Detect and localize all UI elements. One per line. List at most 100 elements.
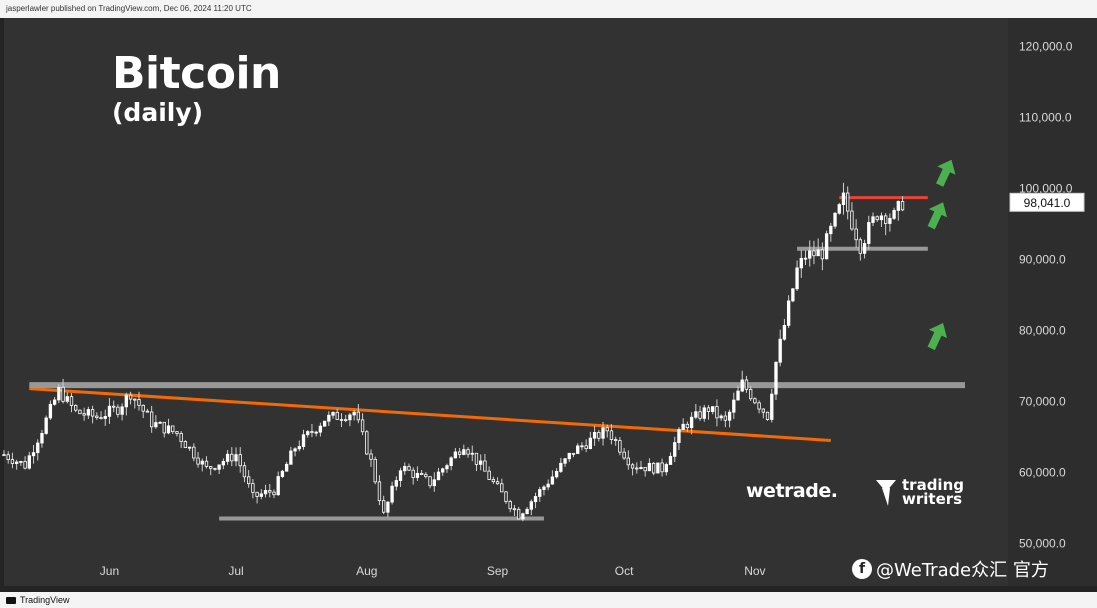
tradingview-logo-icon [6,596,16,604]
y-tick-label: 110,000.0 [1019,110,1072,124]
candle-up [445,465,449,470]
candle-down [875,216,879,221]
annotation-arrows [927,159,956,351]
candle-down [900,201,905,211]
x-tick-label: Oct [615,564,634,578]
candle-up [542,486,546,490]
candle-down [192,446,196,459]
candle-down [242,465,247,478]
y-tick-label: 120,000.0 [1019,39,1073,53]
candle-up [647,462,652,472]
candle-down [820,249,825,260]
candle-down [183,441,188,449]
candle-down [749,388,753,400]
candle-down [765,411,770,420]
y-axis: 120,000.0 110,000.0 100,000.0 90,000.0 80,00… [1019,39,1073,550]
candle-down [344,419,348,421]
candle-down [112,405,116,408]
candle-up [803,257,808,260]
candle-down [626,457,631,466]
candle-up [592,432,597,439]
candle-up [673,442,677,457]
candle-up [27,455,31,469]
candle-up [563,458,567,464]
candle-down [381,500,386,513]
candle-down [609,430,614,440]
candle-down [846,192,850,212]
candle-down [854,228,858,241]
candle-up [795,267,799,290]
last-price-tag: 98,041.0 [1009,192,1085,212]
candle-down [466,449,470,455]
candle-up [576,445,580,454]
chart-title: Bitcoin [112,48,281,99]
candle-down [145,410,150,413]
candle-up [888,217,892,224]
trendline-line-0 [29,387,831,442]
candle-down [149,411,154,428]
candle-down [238,454,242,467]
trading-writers-icon [876,480,896,506]
candle-up [453,451,458,459]
candle-up [403,466,407,472]
candle-down [365,431,369,455]
candle-up [301,434,306,447]
candle-up [639,467,643,470]
candle-down [230,453,234,462]
candle-up [415,472,420,478]
candle-down [512,508,517,511]
x-tick-label: Nov [744,564,765,578]
candle-down [360,419,365,433]
watermark-text: @WeTrade众汇 官方 [876,560,1049,581]
candle-up [390,485,394,503]
candle-up [331,411,335,416]
candle-down [605,427,609,432]
candle-up [879,215,884,221]
candle-up [297,446,301,450]
candle-up [601,427,605,439]
candle-down [209,466,213,469]
candle-down [457,451,462,455]
chart-subtitle: (daily) [112,98,204,127]
candle-down [622,451,626,459]
candle-up [791,288,795,302]
candle-up [154,422,158,428]
candle-up [782,325,787,340]
publisher-text: jasperlawler published on TradingView.co… [6,4,252,13]
candle-down [500,483,504,493]
candle-down [137,399,141,406]
candle-up [711,406,715,412]
candle-up [462,449,466,455]
candle-up [656,462,660,474]
candle-down [516,508,521,520]
candle-down [213,467,217,470]
candle-down [251,483,255,493]
candle-up [284,463,289,472]
candle-up [550,476,555,485]
trading-writers-line1: trading [902,476,964,494]
candle-up [736,390,740,401]
candle-up [470,452,474,455]
x-tick-label: Jun [100,564,119,578]
candle-up [19,461,23,463]
candle-up [525,508,529,515]
candle-up [824,233,829,260]
y-tick-label: 90,000.0 [1019,252,1066,266]
candle-down [310,431,314,433]
candle-down [504,491,508,502]
candle-up [841,192,846,205]
candle-up [588,437,593,450]
candle-up [263,490,268,495]
candle-down [723,415,728,421]
candle-down [377,481,382,502]
candle-down [162,421,166,434]
price-axis-area [1008,18,1097,586]
x-axis: Jun Jul Aug Sep Oct Nov [100,564,766,578]
candle-up [681,423,685,430]
candle-up [348,414,352,421]
candle-down [373,458,377,483]
candle-down [660,462,664,473]
candle-up [44,417,48,434]
candle-up [31,452,36,457]
candle-down [179,433,183,442]
